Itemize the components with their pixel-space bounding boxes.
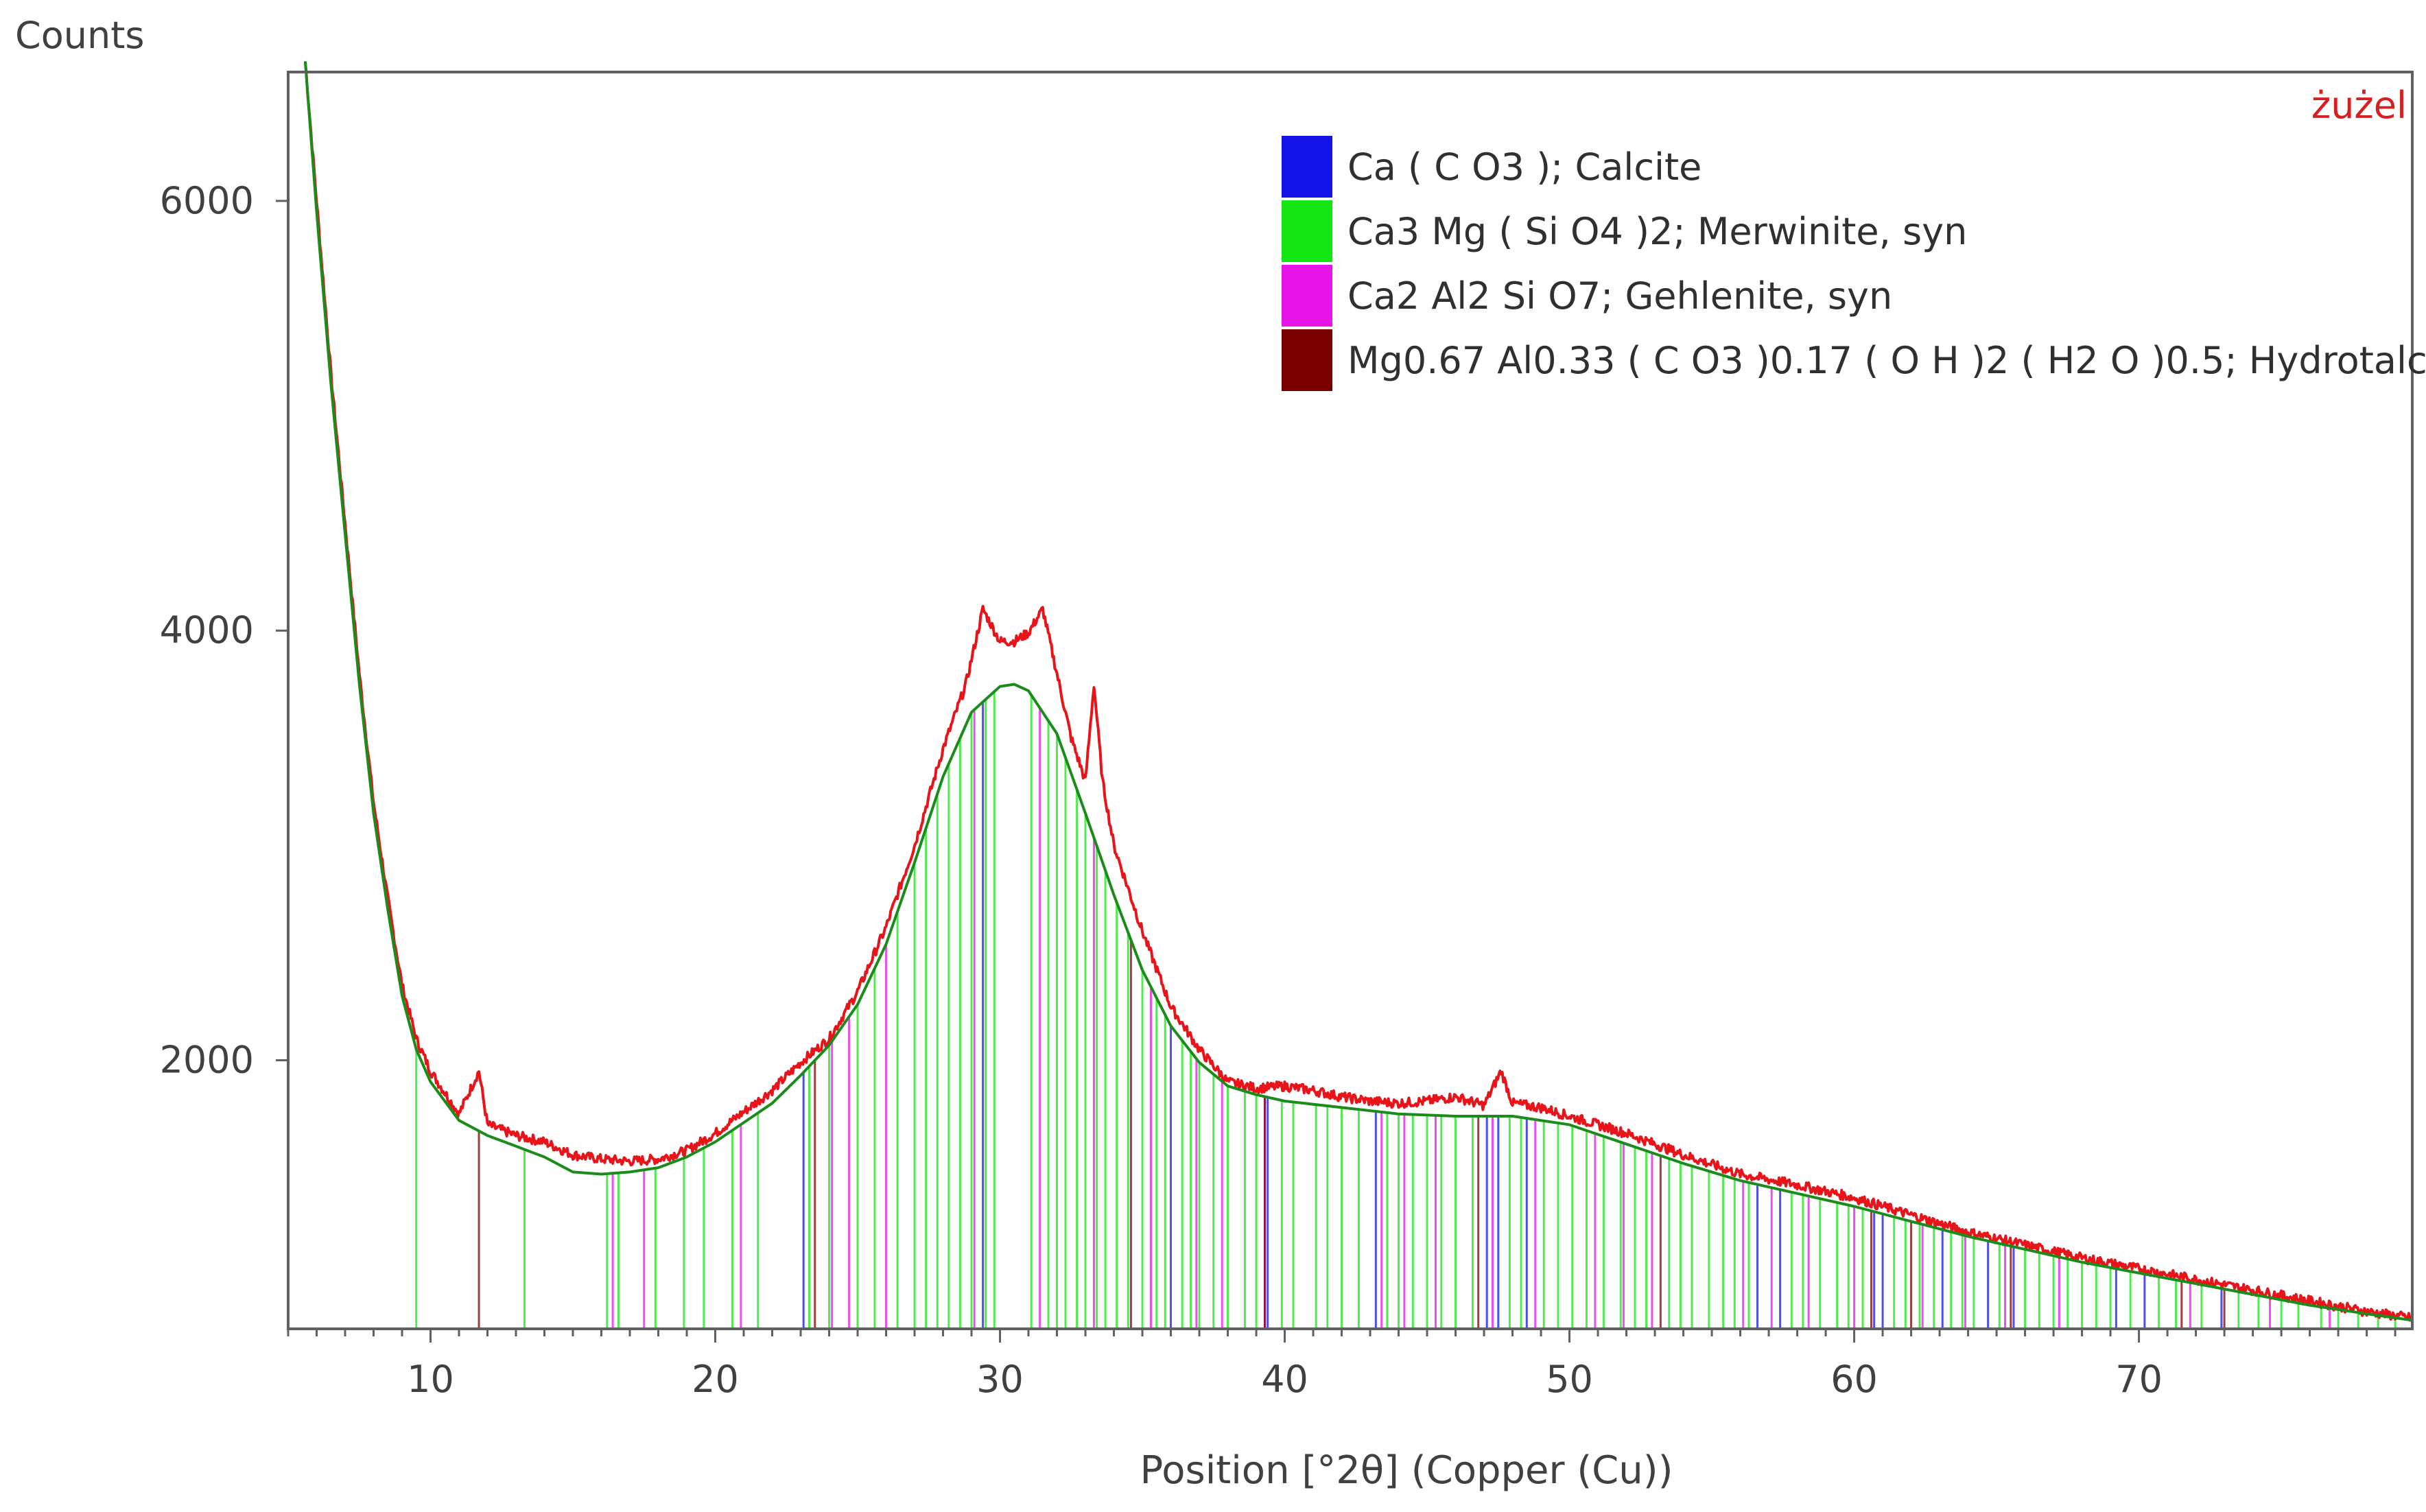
x-tick-label: 50 <box>1546 1358 1593 1401</box>
calcite-pattern <box>802 702 2223 1329</box>
legend-item-hydrotalcite: Mg0.67 Al0.33 ( C O3 )0.17 ( O H )2 ( H2… <box>1282 329 2426 391</box>
legend-label: Ca3 Mg ( Si O4 )2; Merwinite, syn <box>1347 210 1967 253</box>
legend-label: Mg0.67 Al0.33 ( C O3 )0.17 ( O H )2 ( H2… <box>1347 339 2426 382</box>
legend-swatch <box>1282 200 1332 262</box>
x-tick-label: 60 <box>1830 1358 1878 1401</box>
sample-label: żużel <box>2311 84 2407 127</box>
background-curve-line <box>303 61 2413 1322</box>
legend-item-gehlenite-syn: Ca2 Al2 Si O7; Gehlenite, syn <box>1282 265 1892 327</box>
observed-pattern-line <box>303 61 2414 1322</box>
x-tick-label: 20 <box>692 1358 739 1401</box>
x-tick-label: 30 <box>976 1358 1024 1401</box>
y-axis-label: Counts <box>15 14 145 57</box>
plot-frame <box>287 71 2414 1330</box>
reference-pattern-layer <box>415 692 2396 1329</box>
legend-swatch <box>1282 265 1332 327</box>
series-layer <box>303 61 2414 1322</box>
x-tick-label: 70 <box>2115 1358 2163 1401</box>
legend-label: Ca2 Al2 Si O7; Gehlenite, syn <box>1347 274 1892 318</box>
gehlenite-syn-pattern <box>611 707 2331 1329</box>
x-axis-label: Position [°2θ] (Copper (Cu)) <box>1140 1448 1673 1493</box>
legend-swatch <box>1282 329 1332 391</box>
hydrotalcite-pattern <box>478 940 2226 1329</box>
y-tick-label: 4000 <box>160 609 254 652</box>
x-tick-label: 40 <box>1261 1358 1308 1401</box>
legend-item-merwinite-syn: Ca3 Mg ( Si O4 )2; Merwinite, syn <box>1282 200 1967 262</box>
y-tick-label: 6000 <box>160 179 254 222</box>
x-tick-label: 10 <box>407 1358 454 1401</box>
y-tick-label: 2000 <box>160 1039 254 1082</box>
legend-item-calcite: Ca ( C O3 ); Calcite <box>1282 136 1701 198</box>
legend-label: Ca ( C O3 ); Calcite <box>1347 145 1701 189</box>
legend-swatch <box>1282 136 1332 198</box>
axis-layer: 10 20 30 40 50 60 70 2000 4000 6000 <box>160 179 2396 1401</box>
legend: Ca ( C O3 ); Calcite Ca3 Mg ( Si O4 )2; M… <box>1282 136 2426 391</box>
merwinite-syn-pattern <box>415 692 2396 1329</box>
